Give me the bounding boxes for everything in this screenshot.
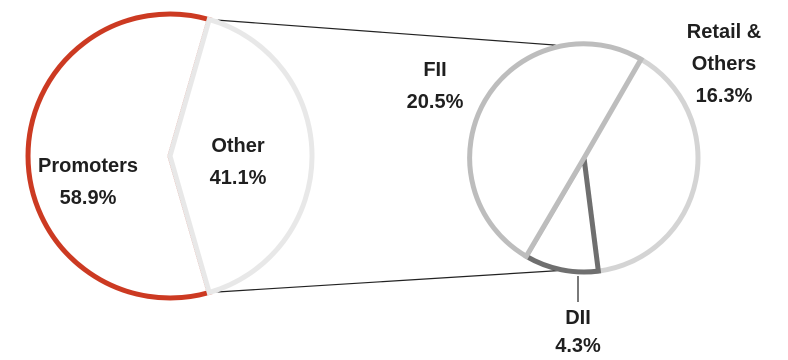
slice-promoters [25,11,213,301]
slice-label-other: Other [211,135,265,157]
slice-label-dii: DII [565,307,591,329]
slice-other [167,16,315,296]
slice-value-promoters: 58.9% [60,187,117,209]
connector-bottom [209,269,565,294]
connector-lines [209,18,565,294]
slice-label-retail-line2: Others [692,53,756,75]
slice-label-fii: FII [423,59,446,81]
slice-value-dii: 4.3% [555,335,601,357]
slice-label-promoters: Promoters [38,155,138,177]
slice-value-other: 41.1% [210,167,267,189]
slice-value-fii: 20.5% [407,91,464,113]
slice-fii [467,41,645,260]
breakdown-pie [467,41,701,275]
slice-label-retail-line1: Retail & [687,21,761,43]
main-pie [25,11,315,301]
slice-value-retail: 16.3% [696,85,753,107]
connector-top [209,18,565,47]
